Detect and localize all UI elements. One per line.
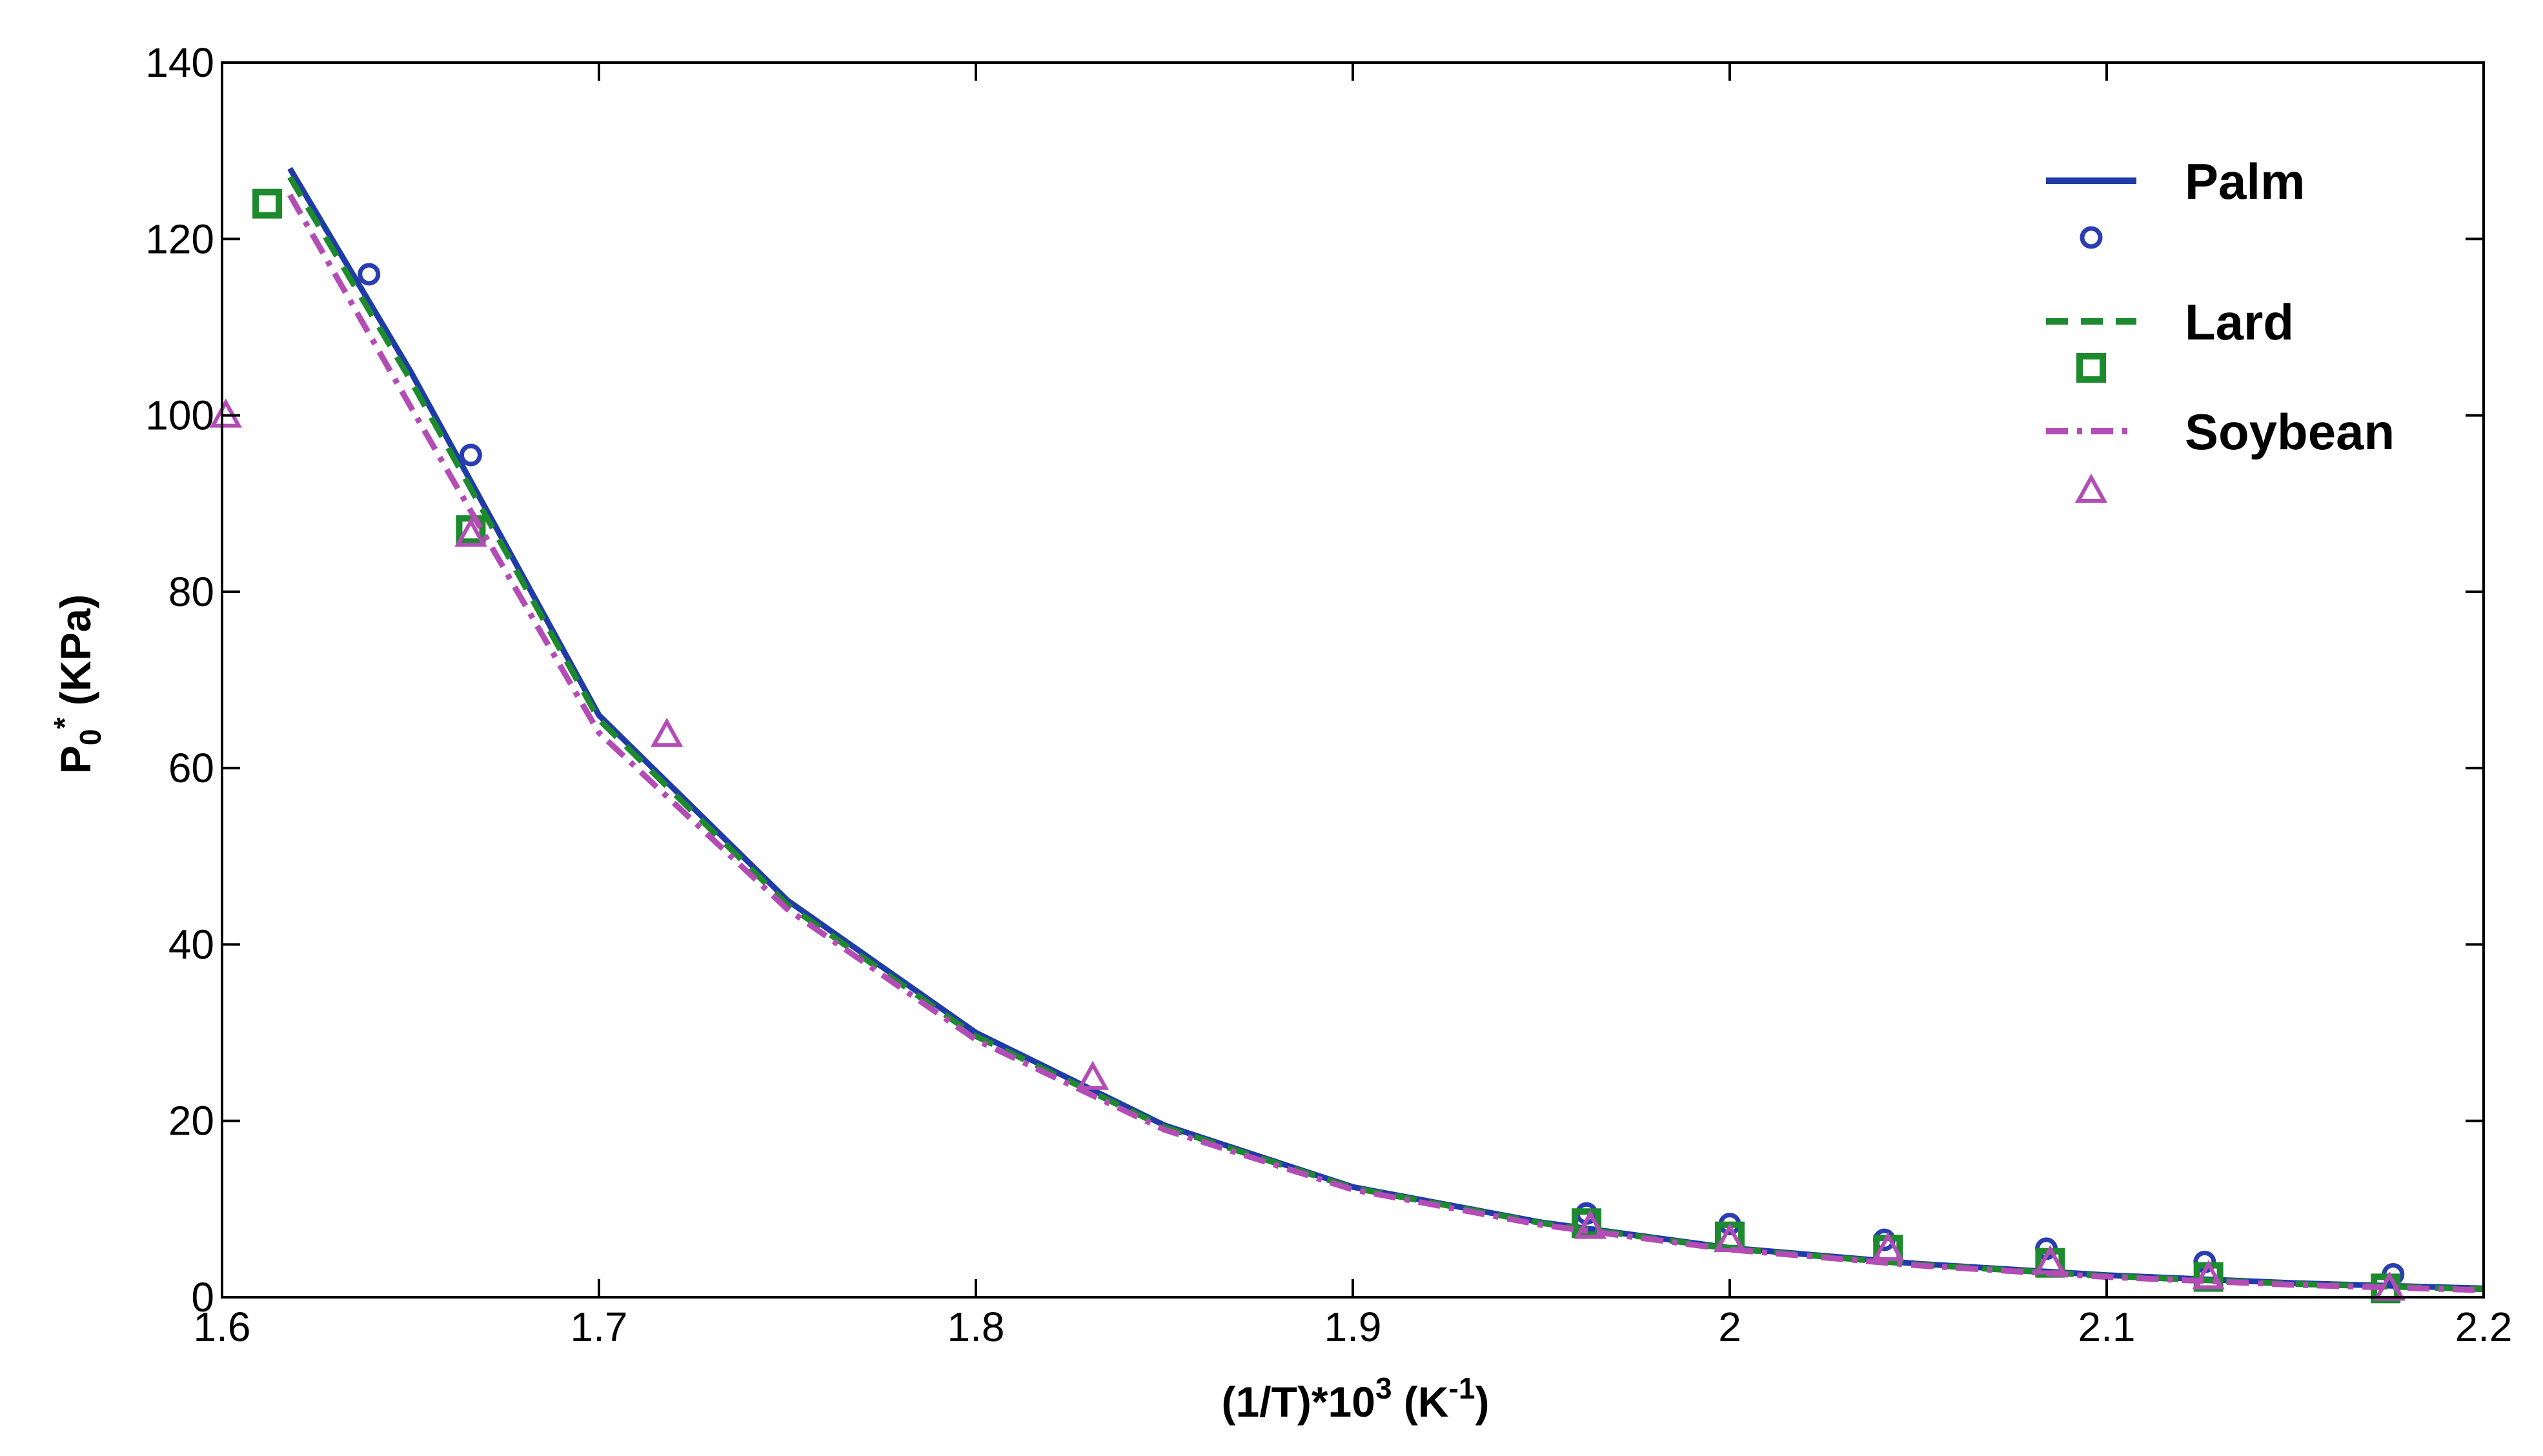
x-axis-title: (1/T)*103 (K-1) [1222,1371,1490,1426]
soybean-series-line [287,193,2484,1293]
triangle-data-point [651,718,684,747]
y-axis-title: P0* (KPa) [48,594,107,774]
legend-entry-lard: Lard [2046,294,2294,383]
triangle-data-point [2034,1245,2067,1275]
y-tick-label: 100 [145,392,214,439]
circle-data-point [459,443,482,467]
x-tick-label: 1.8 [947,1304,1005,1350]
x-tick-label: 1.9 [1324,1304,1382,1350]
y-tick-label: 40 [168,921,214,967]
triangle-data-point [1574,1209,1607,1239]
series-layer [209,167,2484,1304]
y-tick-label: 140 [145,39,214,86]
y-tick-label: 20 [168,1098,214,1144]
y-axis-title-subscript: 0 [74,729,107,745]
triangle-data-point [454,517,487,547]
y-tick-label: 0 [191,1274,214,1320]
x-tick-label: 1.7 [571,1304,628,1350]
x-axis-title-superscript: 3 [1375,1371,1392,1405]
legend-marker-swatch [2076,353,2106,383]
triangle-data-point [2373,1271,2406,1301]
triangle-data-point [2192,1260,2225,1289]
legend-entry-palm: Palm [2046,153,2305,249]
x-axis-title-superscript: -1 [1449,1371,1475,1405]
y-tick-label: 80 [168,569,214,615]
x-tick-label: 2.2 [2455,1304,2513,1350]
legend-label: Soybean [2185,403,2395,460]
legend-marker-swatch [2074,473,2108,503]
y-tick-label: 120 [145,216,214,262]
square-data-point [252,188,283,219]
x-tick-label: 2.1 [2078,1304,2136,1350]
axes-layer: 1.6 1.7 1.8 1.9 2 2.1 2.2 0 20 40 60 80 100 120 140 [145,39,2512,1350]
legend-label: Lard [2185,294,2294,350]
triangle-data-point [1872,1231,1905,1261]
triangle-marker-series [209,398,2406,1301]
circle-data-point [358,263,381,286]
x-tick-label: 2 [1718,1304,1741,1350]
legend-marker-swatch [2080,226,2103,249]
legend: Palm Lard Soybean [2046,153,2395,503]
legend-entry-soybean: Soybean [2046,403,2395,503]
square-data-point [1572,1208,1602,1239]
y-tick-label: 60 [168,745,214,791]
legend-label: Palm [2185,153,2305,210]
y-axis-title-superscript: * [48,717,81,729]
triangle-data-point [1076,1060,1109,1090]
x-tick-label: 1.6 [194,1304,251,1350]
triangle-data-point [1713,1223,1747,1253]
